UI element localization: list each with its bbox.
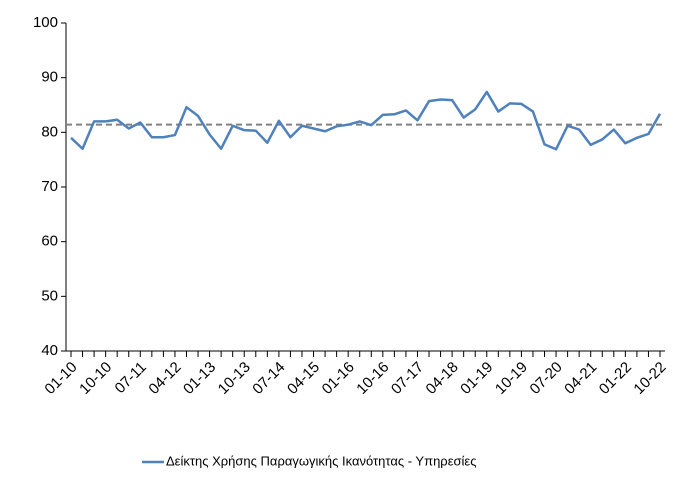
y-tick-label: 40 [41, 342, 58, 359]
y-tick-label: 80 [41, 123, 58, 140]
x-tick-label: 07-20 [527, 359, 566, 398]
x-tick-label: 01-16 [319, 359, 358, 398]
y-tick-label: 100 [33, 14, 58, 31]
x-tick-label: 04-18 [423, 359, 462, 398]
x-tick-label: 04-15 [284, 359, 323, 398]
data-line [70, 90, 662, 151]
legend-label: Δείκτης Χρήσης Παραγωγικής Ικανότητας - … [166, 453, 476, 468]
x-tick-label: 10-19 [492, 359, 531, 398]
x-tick-label: 01-22 [596, 359, 635, 398]
x-tick-label: 04-12 [145, 359, 184, 398]
y-tick-label: 90 [41, 69, 58, 86]
x-tick-label: 07-11 [112, 359, 150, 397]
x-tick-label: 01-13 [180, 359, 219, 398]
y-tick-label: 50 [41, 287, 58, 304]
x-tick-label: 10-22 [630, 359, 669, 398]
y-tick-label: 60 [41, 233, 58, 250]
y-tick-label: 70 [41, 178, 58, 195]
x-tick-label: 07-14 [249, 359, 288, 398]
x-tick-label: 10-10 [76, 359, 115, 398]
x-tick-label: 04-21 [561, 359, 600, 398]
x-tick-label: 10-16 [353, 359, 392, 398]
x-tick-label: 10-13 [215, 359, 254, 398]
x-tick-label: 07-17 [388, 359, 427, 398]
x-tick-label: 01-10 [41, 359, 80, 398]
x-tick-label: 01-19 [457, 359, 496, 398]
